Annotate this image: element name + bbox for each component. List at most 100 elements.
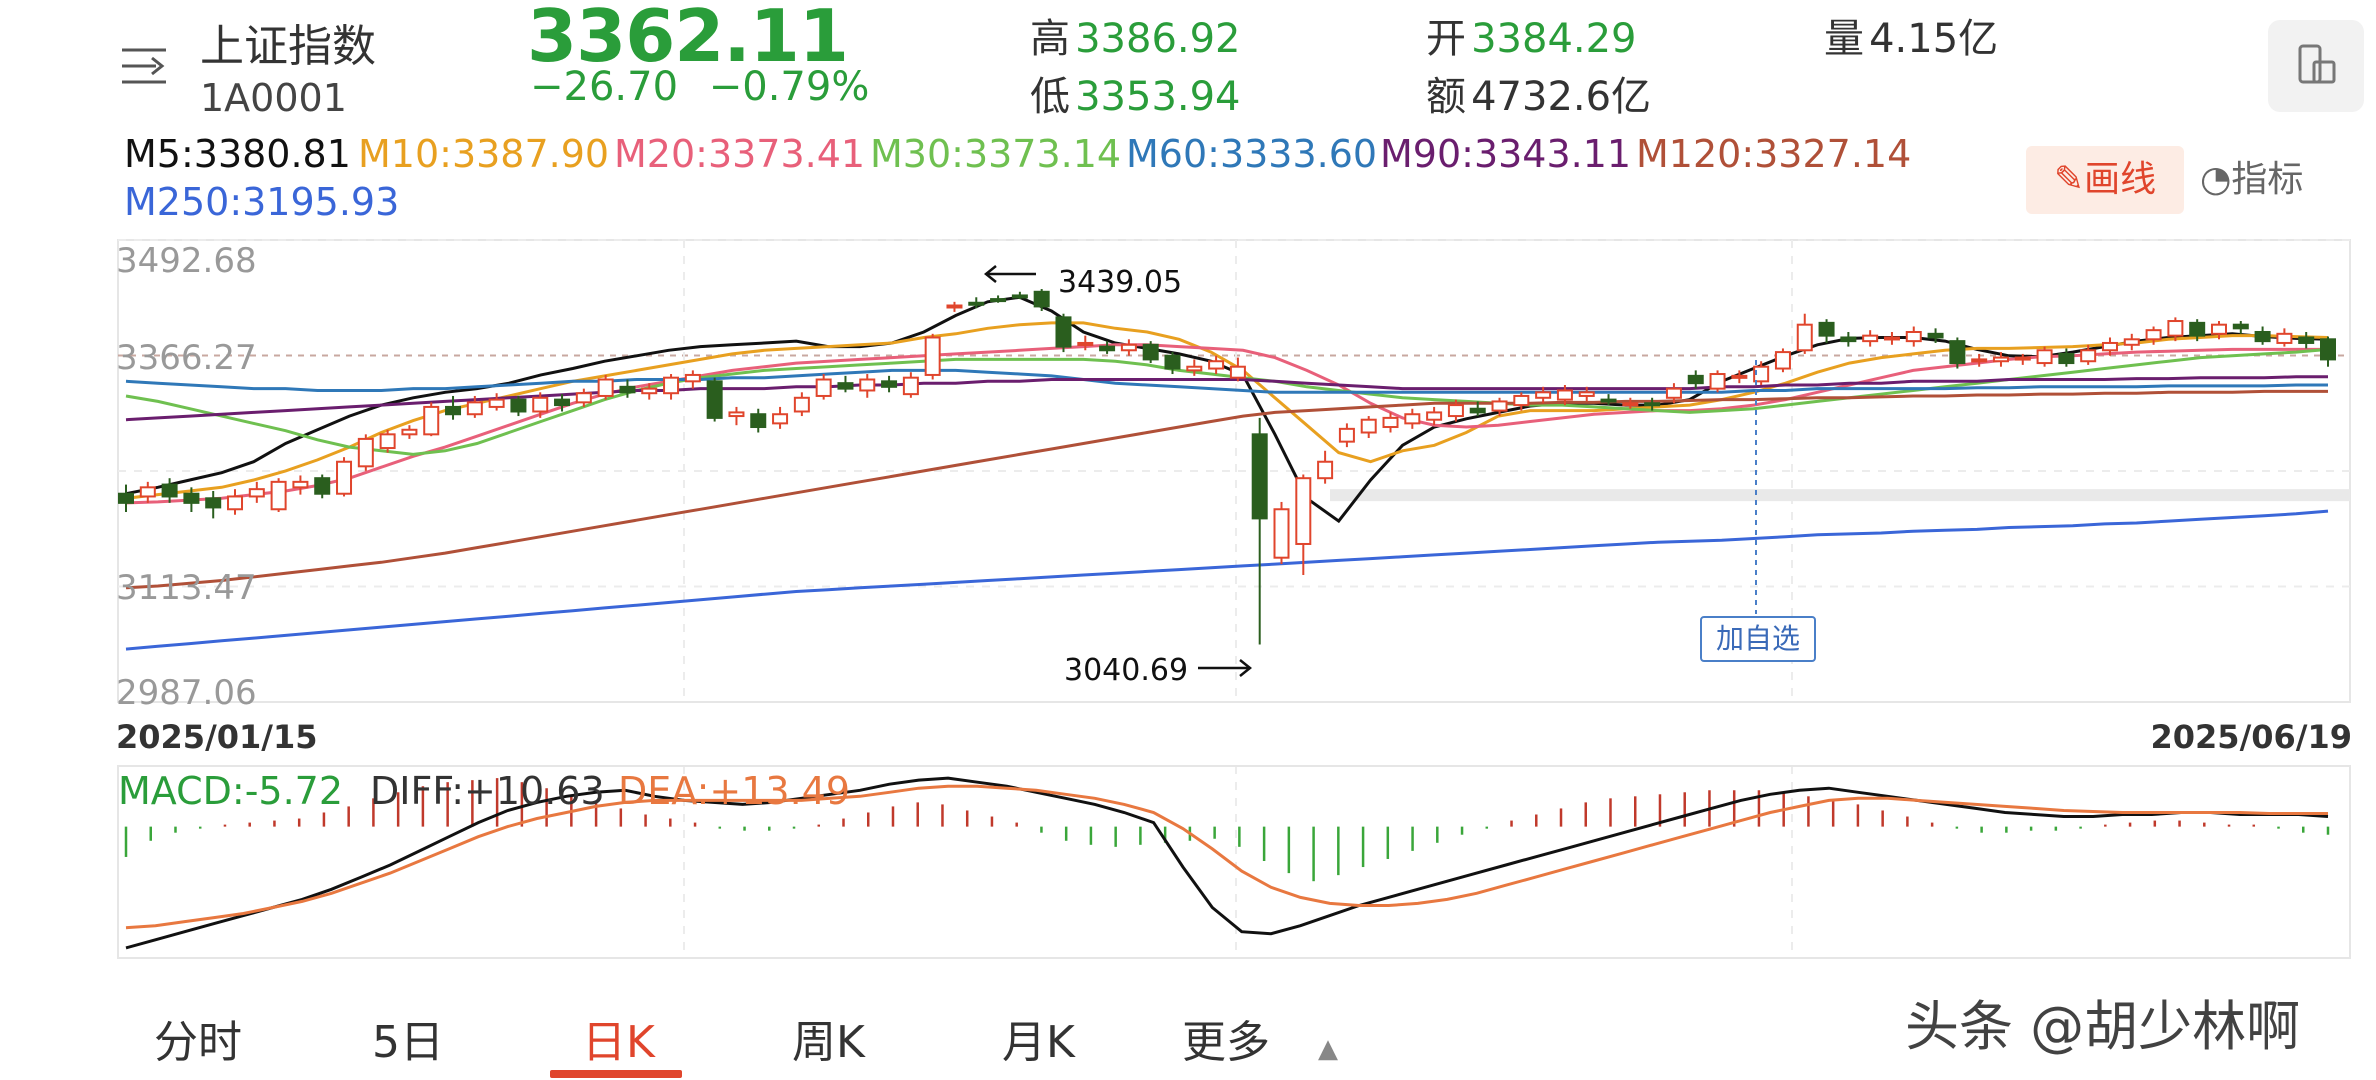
amount-label: 额 [1426, 74, 1466, 120]
ma-line-m20 [125, 343, 2328, 505]
macd-value: MACD:-5.72 [118, 769, 343, 813]
candle-up [1317, 460, 1334, 480]
candle-down [118, 492, 134, 504]
ma90-label: M90:3343.11 [1380, 132, 1632, 176]
candle-up [292, 480, 309, 489]
candle-up [1774, 351, 1791, 370]
change-value: −26.70 [530, 64, 679, 110]
tab-more-label: 更多 [1182, 1017, 1270, 1068]
candle-up [2036, 349, 2053, 365]
candle-up [575, 392, 592, 404]
indicator-button[interactable]: ◔指标 [2200, 159, 2304, 200]
candle-down [1927, 332, 1944, 339]
tab-more[interactable]: 更多 ▲ [1182, 1006, 1338, 1070]
candle-up [1753, 365, 1770, 383]
candle-up [1295, 477, 1312, 545]
candle-up [1971, 358, 1988, 363]
candle-up [379, 433, 396, 450]
candles [118, 289, 2336, 645]
phone-rotate-icon [2298, 44, 2336, 84]
menu-icon[interactable] [118, 38, 178, 94]
candle-up [902, 376, 919, 396]
ma30-label: M30:3373.14 [870, 132, 1122, 176]
candle-up [401, 428, 418, 436]
candle-down [1251, 433, 1268, 520]
kline-chart[interactable]: 3492.68 3366.27 3113.47 2987.06 2025/01/… [0, 0, 2376, 1000]
high-quote: 高 3386.92 [1030, 6, 1241, 64]
add-watchlist-button[interactable]: 加自选 [1700, 616, 1816, 662]
candle-up [1491, 400, 1508, 412]
change-percent: −0.79% [708, 64, 870, 110]
y-tick-3: 3113.47 [116, 568, 257, 608]
y-tick-bottom: 2987.06 [116, 673, 257, 713]
annotations [983, 265, 1757, 677]
active-tab-indicator [550, 1070, 682, 1078]
draw-line-button[interactable]: ✎画线 [2026, 146, 2184, 214]
tab-5day[interactable]: 5日 [372, 1017, 444, 1068]
landscape-toggle-button[interactable] [2268, 20, 2364, 112]
candle-up [1208, 360, 1225, 370]
candle-up [2101, 341, 2118, 352]
candle-up [641, 387, 658, 395]
tab-intraday[interactable]: 分时 [154, 1017, 242, 1068]
open-quote: 开 3384.29 [1426, 6, 1637, 64]
candle-up [1665, 387, 1682, 399]
candle-up [1426, 411, 1443, 421]
candle-up [1862, 334, 1879, 343]
candle-down [2232, 323, 2249, 330]
diff-line [125, 776, 2329, 950]
candle-down [881, 380, 898, 388]
ma120-label: M120:3327.14 [1636, 132, 1912, 176]
dea-line [125, 784, 2328, 930]
candle-up [227, 495, 244, 511]
candle-down [161, 483, 178, 498]
volume-quote: 量 4.15亿 [1824, 6, 1998, 64]
dea-value: DEA:+13.49 [618, 769, 850, 813]
x-end-date: 2025/06/19 [2151, 718, 2353, 756]
low-annotation: 3040.69 [1064, 653, 1188, 688]
candle-up [336, 460, 353, 495]
candle-down [1099, 345, 1116, 352]
candle-up [1404, 413, 1421, 425]
candle-down [1033, 290, 1050, 308]
tab-weekly-k[interactable]: 周K [792, 1017, 865, 1068]
candle-up [859, 378, 876, 392]
candle-up [1273, 508, 1290, 559]
candle-down [750, 413, 767, 429]
candle-up [357, 437, 374, 468]
low-value: 3353.94 [1075, 74, 1241, 120]
candle-up [663, 376, 680, 395]
candle-up [1709, 373, 1726, 390]
candle-down [1818, 321, 1835, 337]
macd-panel [117, 765, 2351, 959]
candle-down [205, 497, 222, 509]
candle-down [554, 398, 571, 407]
low-label: 低 [1030, 74, 1070, 120]
candle-down [1142, 343, 1159, 361]
y-tick-top: 3492.68 [116, 241, 257, 281]
candle-down [445, 405, 462, 416]
tab-monthly-k[interactable]: 月K [1002, 1017, 1075, 1068]
candle-up [1077, 341, 1094, 346]
candle-up [1120, 343, 1137, 352]
ma-line-m120 [125, 389, 2328, 590]
candle-up [2123, 338, 2140, 346]
ma20-label: M20:3373.41 [614, 132, 866, 176]
candle-up [1622, 402, 1639, 407]
ma-line-m250 [125, 509, 2329, 651]
candle-up [1513, 394, 1530, 407]
candle-up [815, 378, 832, 397]
candle-down [2189, 321, 2206, 337]
candle-down [837, 382, 854, 390]
caret-up-icon: ▲ [1318, 1034, 1338, 1064]
tab-daily-k[interactable]: 日K [582, 1017, 655, 1068]
candle-up [248, 488, 265, 498]
candle-up [2145, 329, 2162, 341]
candle-down [1687, 374, 1704, 385]
high-annotation: 3439.05 [1058, 265, 1182, 300]
candle-down [1055, 316, 1072, 348]
low-quote: 低 3353.94 [1030, 64, 1241, 122]
open-value: 3384.29 [1471, 16, 1637, 62]
candle-up [597, 378, 614, 397]
amount-value: 4732.6亿 [1471, 74, 1652, 120]
